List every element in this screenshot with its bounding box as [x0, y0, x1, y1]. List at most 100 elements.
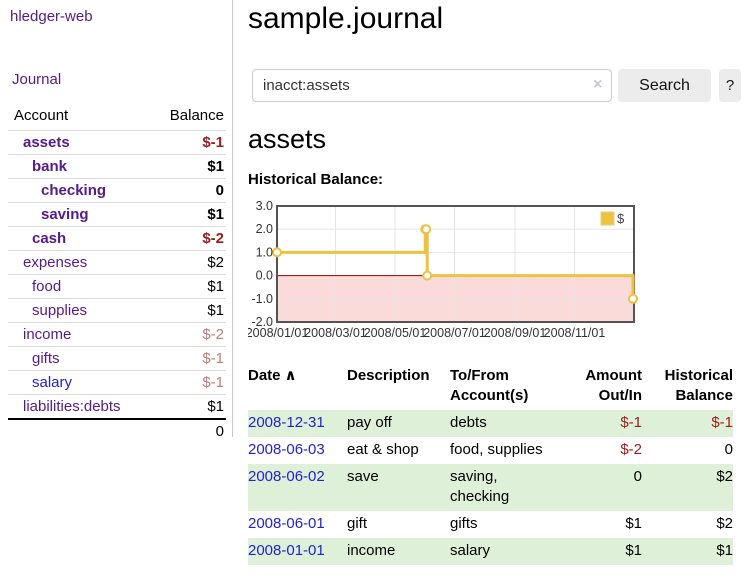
- account-row: cash $-2: [8, 226, 226, 251]
- account-row: liabilities:debts $1: [8, 394, 226, 419]
- accounts-table: Account Balance assets $-1 bank $1 checking 0…: [8, 103, 226, 443]
- register-amount: $-2: [620, 441, 642, 458]
- x-axis-tick-label: 2008/09/01: [484, 326, 547, 340]
- register-accounts: debts: [450, 410, 570, 437]
- x-axis-tick-label: 2008/01/01: [248, 326, 308, 340]
- account-row: supplies $1: [8, 298, 226, 323]
- register-description: save: [347, 464, 450, 511]
- register-description: gift: [347, 515, 368, 532]
- account-balance: $2: [148, 250, 226, 275]
- y-axis-tick-label: 0.0: [256, 269, 273, 283]
- account-balance: $-1: [148, 130, 226, 155]
- register-date-link[interactable]: 2008-06-03: [248, 441, 325, 458]
- account-balance: $1: [148, 154, 226, 179]
- account-row: bank $1: [8, 154, 226, 179]
- search-button[interactable]: Search: [618, 69, 711, 102]
- register-header-amount: Amount Out/In: [585, 367, 642, 404]
- account-row: salary $-1: [8, 370, 226, 395]
- register-accounts: food, supplies: [450, 441, 543, 458]
- account-row: food $1: [8, 274, 226, 299]
- register-date-link[interactable]: 2008-12-31: [248, 414, 325, 431]
- register-balance: $-1: [642, 410, 733, 437]
- account-balance: $1: [148, 202, 226, 227]
- account-link-bank[interactable]: bank: [32, 158, 68, 175]
- register-accounts: saving, checking: [450, 464, 570, 511]
- account-link-checking[interactable]: checking: [41, 182, 107, 199]
- search-input[interactable]: [252, 69, 612, 102]
- register-date-link[interactable]: 2008-06-02: [248, 468, 325, 485]
- account-row: assets $-1: [8, 130, 226, 155]
- account-link-gifts[interactable]: gifts: [32, 350, 60, 367]
- register-balance: $2: [716, 515, 733, 532]
- chart-data-point: [628, 293, 639, 304]
- x-axis-tick-label: 2008/11/01: [544, 326, 606, 340]
- register-amount: $-1: [570, 410, 642, 437]
- register-table: Date ∧ Description To/From Account(s) Amo…: [248, 363, 733, 565]
- y-axis-tick-label: 2.0: [256, 222, 273, 236]
- account-link-expenses[interactable]: expenses: [23, 254, 88, 271]
- register-row: 2008-06-03 eat & shop food, supplies $-2 0: [248, 437, 733, 464]
- x-axis-tick-label: 2008/07/01: [423, 326, 486, 340]
- register-header-row: Date ∧ Description To/From Account(s) Amo…: [248, 363, 733, 410]
- chart-title: Historical Balance:: [248, 171, 384, 188]
- clear-search-icon[interactable]: ×: [593, 76, 603, 93]
- x-axis-tick-label: 2008/05/01: [364, 326, 427, 340]
- help-button[interactable]: ?: [719, 69, 741, 102]
- account-link-saving[interactable]: saving: [41, 206, 89, 223]
- accounts-total-spacer: [8, 418, 149, 443]
- account-balance: 0: [148, 178, 226, 203]
- y-axis-tick-label: 3.0: [256, 200, 273, 213]
- register-description: eat & shop: [347, 441, 419, 458]
- account-balance: $1: [148, 298, 226, 323]
- chart-data-point: [422, 270, 433, 281]
- register-amount: $1: [570, 538, 642, 565]
- account-link-liabilities:debts[interactable]: liabilities:debts: [23, 398, 121, 415]
- account-balance: $1: [148, 274, 226, 299]
- main-content: sample.journal × Search ? assets Histori…: [246, 0, 742, 582]
- register-balance: 0: [724, 441, 733, 458]
- brand-link[interactable]: hledger-web: [10, 8, 93, 25]
- account-balance: $-2: [148, 322, 226, 347]
- account-title: assets: [248, 124, 327, 154]
- account-balance: $-1: [148, 370, 226, 395]
- account-link-cash[interactable]: cash: [32, 230, 67, 247]
- register-date-link[interactable]: 2008-06-01: [248, 515, 325, 532]
- balance-chart-svg: $3.0 2.0 1.0 0.0 -1.0 -2.02008/01/012008/03/0…: [246, 199, 639, 340]
- register-header-balance: Historical Balance: [664, 367, 733, 404]
- account-row: gifts $-1: [8, 346, 226, 371]
- account-row: expenses $2: [8, 250, 226, 275]
- sort-asc-icon: ∧: [284, 367, 297, 384]
- register-date-link[interactable]: 2008-01-01: [248, 542, 325, 559]
- register-table-body: 2008-12-31 pay off debts $-1 $-1 2008-06-03 ea…: [248, 410, 733, 565]
- register-row: 2008-06-01 gift gifts $1 $2: [248, 511, 733, 538]
- accounts-header-balance: Balance: [169, 107, 224, 124]
- account-link-income[interactable]: income: [23, 326, 72, 343]
- account-link-supplies[interactable]: supplies: [32, 302, 88, 319]
- accounts-total-value: 0: [148, 418, 226, 443]
- account-row: saving $1: [8, 202, 226, 227]
- search-form: × Search ?: [252, 69, 741, 103]
- register-amount: $1: [625, 515, 642, 532]
- chart-data-point: [421, 224, 432, 235]
- legend-swatch: [600, 211, 615, 226]
- register-balance: $1: [642, 538, 733, 565]
- sidebar: hledger-web Journal Account Balance asse…: [0, 0, 233, 443]
- chart-border: [276, 205, 635, 323]
- register-row: 2008-12-31 pay off debts $-1 $-1: [248, 410, 733, 437]
- y-axis-tick-label: -2.0: [251, 315, 273, 329]
- account-link-salary[interactable]: salary: [32, 374, 73, 391]
- account-balance: $1: [148, 394, 226, 419]
- chart-data-point: [272, 247, 282, 258]
- register-header-accounts: To/From Account(s): [450, 367, 529, 404]
- register-accounts: gifts: [450, 515, 478, 532]
- register-header-date[interactable]: Date ∧: [248, 367, 297, 384]
- register-row: 2008-06-02 save saving, checking 0 $2: [248, 464, 733, 511]
- account-link-food[interactable]: food: [32, 278, 62, 295]
- sidebar-item-journal[interactable]: Journal: [12, 71, 62, 88]
- register-balance: $2: [642, 464, 733, 511]
- account-link-assets[interactable]: assets: [23, 134, 70, 151]
- x-axis-tick-label: 2008/03/01: [304, 326, 367, 340]
- balance-chart: $3.0 2.0 1.0 0.0 -1.0 -2.0 2008/01/01 2008/03/0…: [246, 199, 668, 345]
- account-balance: $-2: [148, 226, 226, 251]
- accounts-header-account: Account: [14, 107, 69, 124]
